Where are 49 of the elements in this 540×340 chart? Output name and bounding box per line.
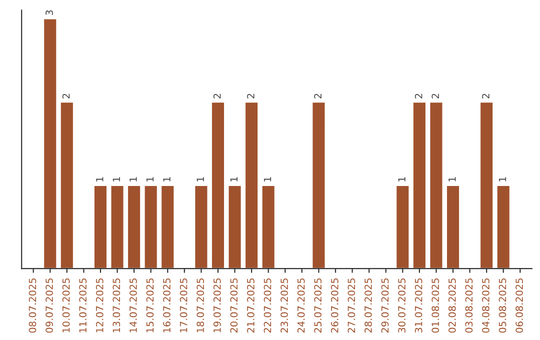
data-label: 2 xyxy=(213,94,221,98)
data-label: 1 xyxy=(264,177,272,182)
data-label: 1 xyxy=(230,177,238,182)
x-tick-label: 20.07.2025 xyxy=(230,278,238,333)
x-tick-label: 05.08.2025 xyxy=(498,278,506,333)
data-label: 2 xyxy=(432,94,439,98)
x-tick-label: 18.07.2025 xyxy=(196,278,204,332)
x-tick-label: 09.07.2025 xyxy=(46,278,53,333)
x-tick-label: 16.07.2025 xyxy=(163,278,170,332)
x-tick-label: 24.07.2025 xyxy=(297,278,305,333)
x-tick-label: 25.07.2025 xyxy=(314,278,322,333)
x-tick-label: 12.07.2025 xyxy=(96,278,104,332)
data-label: 1 xyxy=(498,177,506,182)
x-tick-label: 29.07.2025 xyxy=(381,278,389,333)
x-tick-label: 06.08.2025 xyxy=(516,278,523,333)
data-label: 2 xyxy=(414,94,422,98)
data-label: 3 xyxy=(46,10,53,16)
x-tick-label: 02.08.2025 xyxy=(448,278,456,333)
x-tick-label: 26.07.2025 xyxy=(330,278,338,333)
data-label: 1 xyxy=(196,177,204,182)
data-label: 1 xyxy=(130,177,137,182)
x-tick-label: 19.07.2025 xyxy=(213,278,221,332)
data-label: 2 xyxy=(62,94,70,98)
x-tick-label: 22.07.2025 xyxy=(264,278,272,333)
data-label: 1 xyxy=(163,177,170,182)
x-tick-label: 03.08.2025 xyxy=(465,278,473,333)
x-tick-label: 31.07.2025 xyxy=(414,278,422,333)
x-tick-label: 01.08.2025 xyxy=(432,278,440,333)
data-label: 1 xyxy=(96,177,104,182)
x-tick-label: 23.07.2025 xyxy=(280,278,288,333)
x-tick-label: 10.07.2025 xyxy=(62,278,70,332)
data-label: 1 xyxy=(448,177,456,182)
data-label: 1 xyxy=(112,177,120,182)
x-tick-label: 08.07.2025 xyxy=(28,278,36,333)
data-label: 1 xyxy=(146,177,154,182)
data-label: 1 xyxy=(398,177,406,182)
data-label: 2 xyxy=(482,94,490,98)
x-tick-label: 14.07.2025 xyxy=(130,278,137,332)
x-tick-label: 28.07.2025 xyxy=(364,278,372,333)
x-tick-label: 30.07.2025 xyxy=(398,278,406,333)
x-tick-label: 27.07.2025 xyxy=(348,278,356,333)
x-tick-label: 11.07.2025 xyxy=(79,278,87,332)
x-tick-label: 15.07.2025 xyxy=(146,278,154,332)
data-label: 2 xyxy=(247,94,254,98)
x-tick-label: 17.07.2025 xyxy=(180,278,188,332)
data-label: 2 xyxy=(314,94,322,98)
x-tick-label: 04.08.2025 xyxy=(482,278,490,333)
x-tick-label: 21.07.2025 xyxy=(247,278,254,333)
x-tick-label: 13.07.2025 xyxy=(112,278,120,332)
